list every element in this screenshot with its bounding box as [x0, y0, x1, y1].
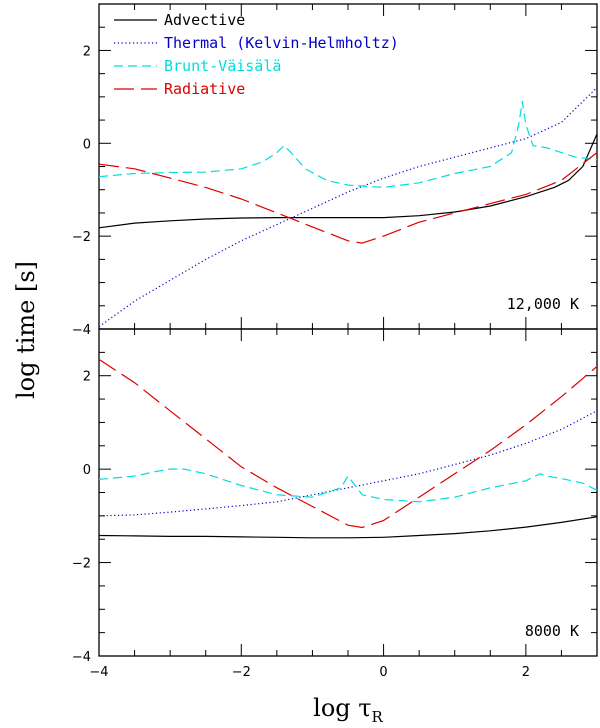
- x-tick-label: −2: [232, 665, 251, 680]
- y-tick-label: −2: [72, 557, 91, 572]
- y-tick-label: −4: [72, 323, 91, 338]
- x-axis-title: log τR: [313, 694, 383, 726]
- legend-label: Radiative: [164, 80, 245, 98]
- x-axis-title-subscript: R: [372, 708, 384, 726]
- x-tick-label: 0: [379, 665, 387, 680]
- legend: Advective Thermal (Kelvin-Helmholtz) Brunt…: [114, 11, 399, 98]
- y-tick-label: −4: [72, 650, 91, 665]
- panel-8000k: −4 −2 0 2 −4 −2 0 2 8000 K: [72, 328, 598, 680]
- series-line-brunt-v-is-l: [98, 468, 598, 503]
- legend-label: Thermal (Kelvin-Helmholtz): [164, 34, 399, 52]
- panel-frame: [98, 328, 598, 657]
- x-axis-title-main: log τ: [313, 694, 371, 722]
- series-line-radiative: [98, 358, 598, 529]
- x-tick-label: 2: [522, 665, 530, 680]
- series-line-thermal-kelvin-helmholtz: [98, 410, 598, 517]
- y-tick-label: 2: [83, 44, 91, 59]
- y-axis-title: log time [s]: [12, 261, 40, 399]
- y-tick-label: −2: [72, 230, 91, 245]
- legend-label: Brunt-Väisälä: [164, 57, 281, 75]
- series-line-thermal-kelvin-helmholtz: [98, 87, 598, 328]
- series-line-brunt-v-is-l: [98, 100, 598, 188]
- series-line-advective: [98, 516, 598, 539]
- panel-annotation: 12,000 K: [507, 295, 579, 313]
- series-group: [98, 358, 598, 539]
- ticks: −4 −2 0 2 −4 −2 0 2: [72, 328, 598, 680]
- panel-annotation: 8000 K: [525, 622, 579, 640]
- panel-12000k: −4 −2 0 2 Advective Thermal (Kelvin-Helmholt…: [72, 3, 598, 338]
- panel-frame: [98, 3, 598, 330]
- series-line-radiative: [98, 152, 598, 244]
- y-tick-label: 0: [83, 137, 91, 152]
- legend-label: Advective: [164, 11, 245, 29]
- series-group: [98, 87, 598, 328]
- y-tick-label: 2: [83, 370, 91, 385]
- series-line-advective: [98, 133, 598, 229]
- y-tick-label: 0: [83, 463, 91, 478]
- ticks: −4 −2 0 2: [72, 3, 598, 338]
- x-tick-label: −4: [89, 665, 108, 680]
